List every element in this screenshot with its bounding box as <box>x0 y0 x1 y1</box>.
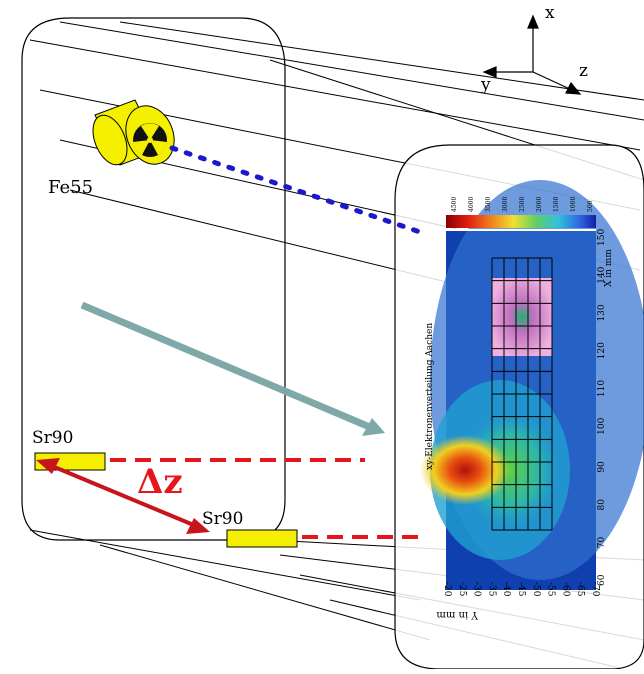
y-tick-labels: -20 -25 -30 -35 -40 -45 -50 -55 -60 -65 -70 <box>442 582 600 597</box>
x-tick-label: 120 <box>597 342 607 359</box>
colorbar-ticks: 4500 4000 3500 3000 2500 2000 1500 1000 500 <box>451 197 594 212</box>
heatmap-grid <box>491 257 553 531</box>
x-tick-label: 60 <box>597 574 607 586</box>
colorbar-tick-label: 3000 <box>502 197 509 212</box>
x-axis-label: X in mm <box>604 249 614 287</box>
heatmap-panel <box>420 180 644 590</box>
delta-z-label: Δz <box>137 462 183 502</box>
colorbar-tick-label: 4000 <box>468 197 475 212</box>
x-tick-label: 150 <box>597 229 607 246</box>
y-tick-label: -25 <box>457 582 467 597</box>
colorbar-tick-label: 1000 <box>570 197 577 212</box>
x-tick-labels: 150 140 130 120 110 100 90 80 70 60 <box>597 229 607 586</box>
y-tick-label: -50 <box>531 582 541 597</box>
colorbar-tick-label: 2500 <box>519 197 526 212</box>
fe55-dotted-line <box>169 145 423 235</box>
beam-arrow <box>80 301 385 436</box>
colorbar-tick-label: 3500 <box>485 197 492 212</box>
colorbar-tick-label: 500 <box>587 200 594 212</box>
sr90-bottom-source <box>226 529 298 548</box>
axis-x-label: x <box>545 3 555 23</box>
sr90-bottom-label: Sr90 <box>202 509 243 529</box>
colorbar <box>446 215 596 228</box>
x-tick-label: 140 <box>597 266 607 283</box>
x-tick-label: 110 <box>597 380 607 397</box>
y-tick-label: -45 <box>516 582 526 597</box>
y-axis-label: Y in mm <box>436 609 479 620</box>
colorbar-tick-label: 2000 <box>536 197 543 212</box>
fe55-label: Fe55 <box>48 177 93 198</box>
x-tick-label: 90 <box>597 461 607 473</box>
y-tick-label: -40 <box>501 582 511 597</box>
heatmap-title: xy-Elektronenverteilung Aachen <box>425 323 435 470</box>
y-tick-label: -35 <box>486 582 496 597</box>
colorbar-tick-label: 4500 <box>451 197 458 212</box>
fe55-source-icon <box>92 99 175 166</box>
colorbar-tick-label: 1500 <box>553 197 560 212</box>
y-tick-label: -20 <box>442 582 452 597</box>
y-tick-label: -70 <box>590 582 600 597</box>
axis-y-label: y <box>480 75 491 95</box>
axis-z-label: z <box>579 61 588 81</box>
y-tick-label: -65 <box>575 582 585 597</box>
sr90-top-label: Sr90 <box>32 428 73 448</box>
y-tick-label: -60 <box>560 582 570 597</box>
x-tick-label: 70 <box>597 536 607 548</box>
coordinate-axes <box>482 14 582 95</box>
y-tick-label: -55 <box>546 582 556 597</box>
y-tick-label: -30 <box>472 582 482 597</box>
x-tick-label: 130 <box>597 304 607 321</box>
x-tick-label: 80 <box>597 499 607 511</box>
delta-z-arrow <box>36 458 210 534</box>
x-tick-label: 100 <box>597 417 607 434</box>
